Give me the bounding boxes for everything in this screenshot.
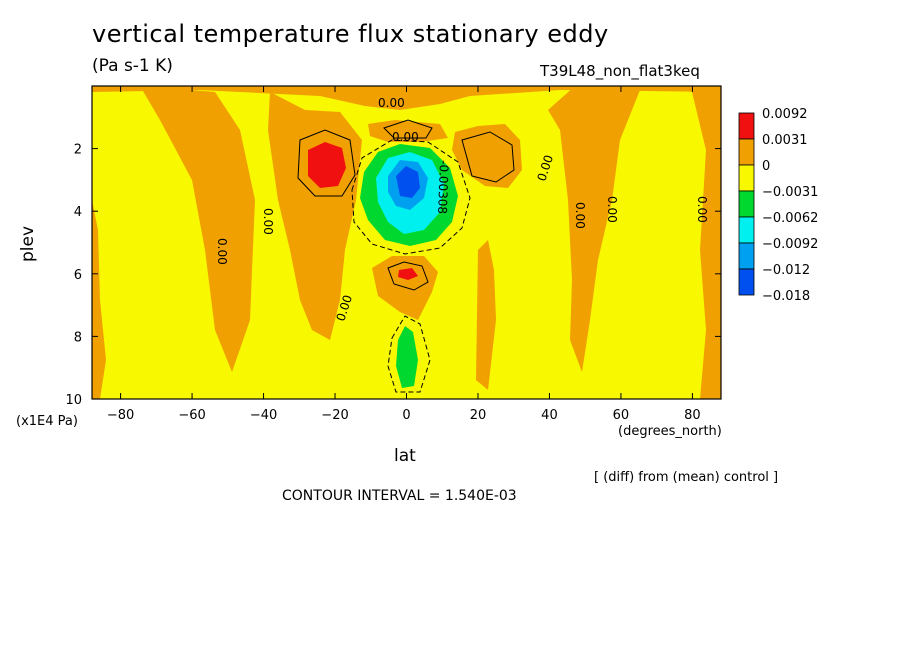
fill-red-sh-max (308, 142, 346, 188)
legend-level-label: 0.0092 (762, 107, 808, 122)
fill-orange-eq-mid (372, 256, 438, 320)
x-tick-label: −60 (178, 408, 205, 423)
x-tick-label: 60 (613, 408, 630, 423)
legend-swatch (738, 190, 755, 218)
units-label: (Pa s-1 K) (92, 56, 173, 76)
contour-lines (297, 119, 515, 393)
axes: −80 −60 −40 −20 0 20 40 60 80 2 4 6 8 10 (65, 86, 721, 423)
x-tick-label: −40 (250, 408, 277, 423)
contour-label: 0.00 (261, 208, 275, 235)
contour-label: 0.00 (605, 196, 619, 223)
fill-orange-nh-wedge (476, 240, 496, 390)
legend-swatch (738, 138, 755, 166)
fill-orange-leftedge (92, 200, 106, 399)
contour-label: 0.00 (215, 238, 229, 265)
contour-interval-label: CONTOUR INTERVAL = 1.540E-03 (282, 488, 517, 504)
chart-title: vertical temperature flux stationary edd… (92, 20, 609, 48)
fill-orange-rightedge (692, 86, 721, 399)
fill-blue-core (396, 166, 420, 198)
contour-label: 0.00 (392, 130, 419, 144)
fill-green-lower (396, 326, 418, 388)
legend-level-label: 0 (762, 159, 770, 174)
contour-line-neg-lower (387, 315, 431, 393)
x-tick-label: −20 (321, 408, 348, 423)
x-axis-label: lat (394, 446, 416, 466)
x-tick-label: 20 (470, 408, 487, 423)
x-tick-label: −80 (107, 408, 134, 423)
legend-level-label: −0.012 (762, 263, 810, 278)
contour-label: 0.00 (378, 96, 405, 110)
legend-swatch (738, 216, 755, 244)
fill-orange-top-band (92, 86, 721, 110)
legend-level-label: 0.0031 (762, 133, 808, 148)
fill-orange-eq-top (368, 120, 448, 142)
contour-fills (92, 86, 721, 399)
x-tick-label: 80 (684, 408, 701, 423)
contour-line-nh (461, 131, 515, 183)
legend-level-label: −0.0062 (762, 211, 818, 226)
fill-orange-left-band (140, 86, 255, 372)
contour-line-sh (297, 129, 356, 197)
legend-swatch (738, 268, 755, 296)
legend: 0.0092 0.0031 0 −0.0031 −0.0062 −0.0092 −0.012… (738, 107, 818, 304)
y-tick-label: 8 (74, 330, 82, 345)
x-tick-label: 40 (541, 408, 558, 423)
y-tick-label: 2 (74, 143, 82, 158)
fill-orange-nh-band (548, 86, 640, 372)
diff-note: [ (diff) from (mean) control ] (594, 470, 779, 485)
y-tick-label: 10 (65, 393, 82, 408)
legend-swatch (738, 164, 755, 192)
experiment-label: T39L48_non_flat3keq (540, 62, 700, 80)
contour-line-neg-outer (351, 139, 471, 255)
contour-line-eqtop (383, 119, 433, 139)
legend-level-label: −0.0031 (762, 185, 818, 200)
contour-label: -0.00308 (435, 160, 451, 214)
x-tick-label: 0 (402, 408, 410, 423)
legend-swatch (738, 112, 755, 140)
y-tick-label: 6 (74, 268, 82, 283)
legend-level-label: −0.0092 (762, 237, 818, 252)
fill-red-eq-max (398, 268, 418, 280)
contour-label: 0.00 (695, 196, 709, 223)
y-tick-label: 4 (74, 205, 82, 220)
x-units-label: (degrees_north) (618, 424, 722, 439)
y-units-label: (x1E4 Pa) (16, 414, 78, 429)
contour-line-eqmid (387, 261, 429, 291)
legend-level-label: −0.018 (762, 289, 810, 304)
legend-swatch (738, 242, 755, 270)
contour-label: 0.00 (573, 202, 587, 229)
